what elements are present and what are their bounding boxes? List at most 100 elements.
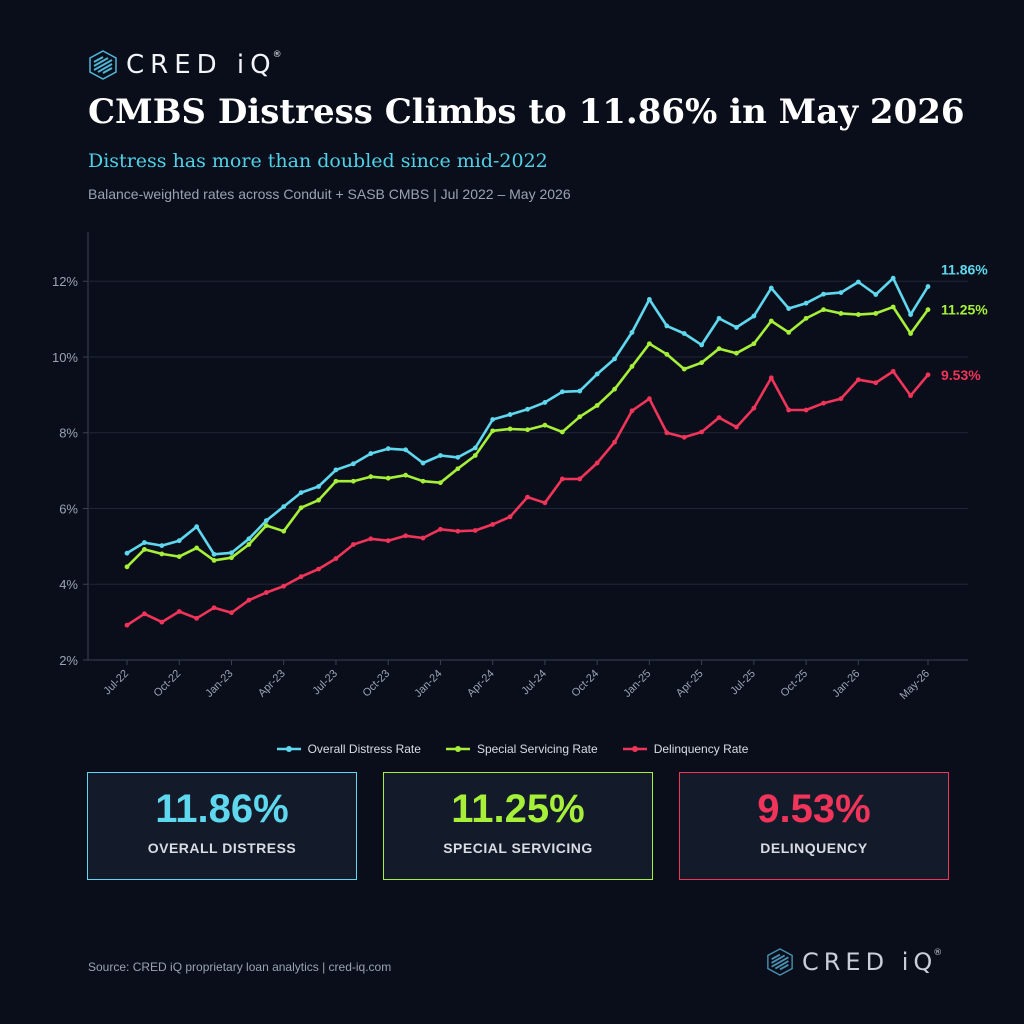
legend-label: Special Servicing Rate bbox=[476, 742, 598, 756]
data-point bbox=[716, 415, 722, 420]
data-point bbox=[263, 590, 269, 595]
kpi-card-overall: 11.86% OVERALL DISTRESS bbox=[87, 772, 357, 880]
x-tick-label: Jan-23 bbox=[203, 668, 235, 700]
data-point bbox=[211, 605, 217, 611]
x-tick-label: Jul-24 bbox=[519, 668, 549, 698]
kpi-label: SPECIAL SERVICING bbox=[443, 840, 593, 856]
line-chart: 2% 4% 6% 8% 10% 12% Jul-22 Oct-22 Jan-23 Apr-23 Ju… bbox=[52, 232, 988, 702]
legend-swatch bbox=[622, 746, 647, 752]
kpi-label: OVERALL DISTRESS bbox=[147, 840, 297, 856]
data-point bbox=[525, 494, 530, 500]
data-point bbox=[333, 556, 339, 561]
x-tick-label: Jan-24 bbox=[412, 668, 444, 700]
y-tick-label: 12% bbox=[52, 274, 78, 289]
x-tick-label: May-26 bbox=[898, 668, 932, 702]
data-point bbox=[176, 538, 182, 544]
x-tick-label: Jul-25 bbox=[728, 668, 758, 698]
series-end-label: 9.53% bbox=[941, 367, 981, 383]
data-point bbox=[908, 393, 913, 399]
data-point bbox=[211, 557, 217, 563]
data-point bbox=[176, 609, 182, 614]
data-point bbox=[159, 543, 165, 549]
data-point bbox=[751, 313, 757, 319]
x-tick-label: Jul-23 bbox=[310, 668, 340, 698]
data-point bbox=[629, 364, 635, 369]
data-point bbox=[542, 422, 548, 428]
brand-name: CRED iQ bbox=[126, 50, 277, 80]
data-point bbox=[699, 360, 705, 366]
data-point bbox=[298, 490, 304, 495]
data-point bbox=[821, 307, 826, 313]
data-point bbox=[350, 461, 356, 467]
data-point bbox=[420, 460, 426, 466]
brand-footer: CRED iQ® bbox=[766, 948, 942, 976]
kpi-cards: 11.86% OVERALL DISTRESS 11.25% SPECIAL S… bbox=[87, 772, 949, 880]
x-tick-label: Jul-22 bbox=[101, 668, 131, 698]
kpi-label: DELINQUENCY bbox=[760, 840, 868, 856]
page-title: CMBS Distress Climbs to 11.86% in May 20… bbox=[88, 92, 965, 132]
series-end-label: 11.86% bbox=[941, 262, 988, 278]
data-point bbox=[403, 472, 409, 478]
data-point bbox=[507, 426, 513, 432]
data-point bbox=[142, 547, 147, 552]
data-point bbox=[925, 284, 931, 289]
data-point bbox=[681, 331, 687, 336]
chart-note: Balance-weighted rates across Conduit + … bbox=[88, 186, 571, 202]
data-point bbox=[281, 504, 287, 510]
data-point bbox=[368, 451, 374, 456]
data-point bbox=[664, 430, 670, 436]
data-point bbox=[194, 615, 200, 621]
x-tick-label: Oct-23 bbox=[360, 668, 392, 700]
data-point bbox=[646, 297, 652, 302]
data-point bbox=[734, 424, 739, 430]
data-point bbox=[768, 285, 774, 291]
data-point bbox=[455, 528, 461, 534]
data-point bbox=[194, 545, 200, 551]
kpi-card-special: 11.25% SPECIAL SERVICING bbox=[383, 772, 653, 880]
data-point bbox=[246, 536, 252, 542]
data-point bbox=[699, 429, 705, 435]
x-tick-label: Apr-24 bbox=[465, 668, 497, 700]
data-point bbox=[229, 550, 234, 556]
data-point bbox=[908, 312, 913, 317]
data-point bbox=[124, 550, 130, 556]
data-point bbox=[716, 346, 722, 352]
data-point bbox=[211, 551, 217, 557]
legend-label: Overall Distress Rate bbox=[307, 742, 421, 756]
data-point bbox=[646, 341, 652, 347]
data-point bbox=[403, 447, 409, 453]
legend-item: Delinquency Rate bbox=[622, 742, 748, 756]
brand-trademark: ® bbox=[933, 948, 943, 958]
kpi-value: 11.25% bbox=[451, 787, 585, 831]
data-point bbox=[594, 403, 600, 408]
data-point bbox=[821, 291, 826, 297]
data-point bbox=[350, 478, 356, 484]
data-point bbox=[350, 542, 356, 547]
series-end-label: 11.25% bbox=[941, 302, 988, 318]
stacked-bars-logo-icon bbox=[89, 50, 117, 80]
legend-item: Special Servicing Rate bbox=[445, 742, 598, 756]
data-point bbox=[559, 389, 565, 395]
data-point bbox=[490, 417, 496, 422]
data-point bbox=[263, 518, 269, 524]
data-point bbox=[612, 356, 617, 362]
data-point bbox=[455, 466, 461, 472]
kpi-value: 11.86% bbox=[155, 787, 289, 831]
data-point bbox=[873, 292, 879, 297]
data-point bbox=[734, 325, 739, 330]
data-point bbox=[646, 396, 652, 402]
data-point bbox=[629, 329, 635, 335]
data-point bbox=[577, 388, 583, 394]
data-point bbox=[664, 323, 670, 329]
data-point bbox=[368, 474, 374, 480]
data-point bbox=[751, 341, 757, 347]
data-point bbox=[855, 377, 861, 383]
data-point bbox=[629, 408, 635, 414]
x-tick-label: Oct-25 bbox=[778, 668, 810, 700]
brand-name: CRED iQ bbox=[802, 948, 938, 976]
data-point bbox=[838, 290, 844, 296]
data-point bbox=[281, 528, 287, 534]
data-point bbox=[821, 400, 826, 406]
data-point bbox=[159, 619, 165, 625]
data-point bbox=[316, 566, 321, 572]
